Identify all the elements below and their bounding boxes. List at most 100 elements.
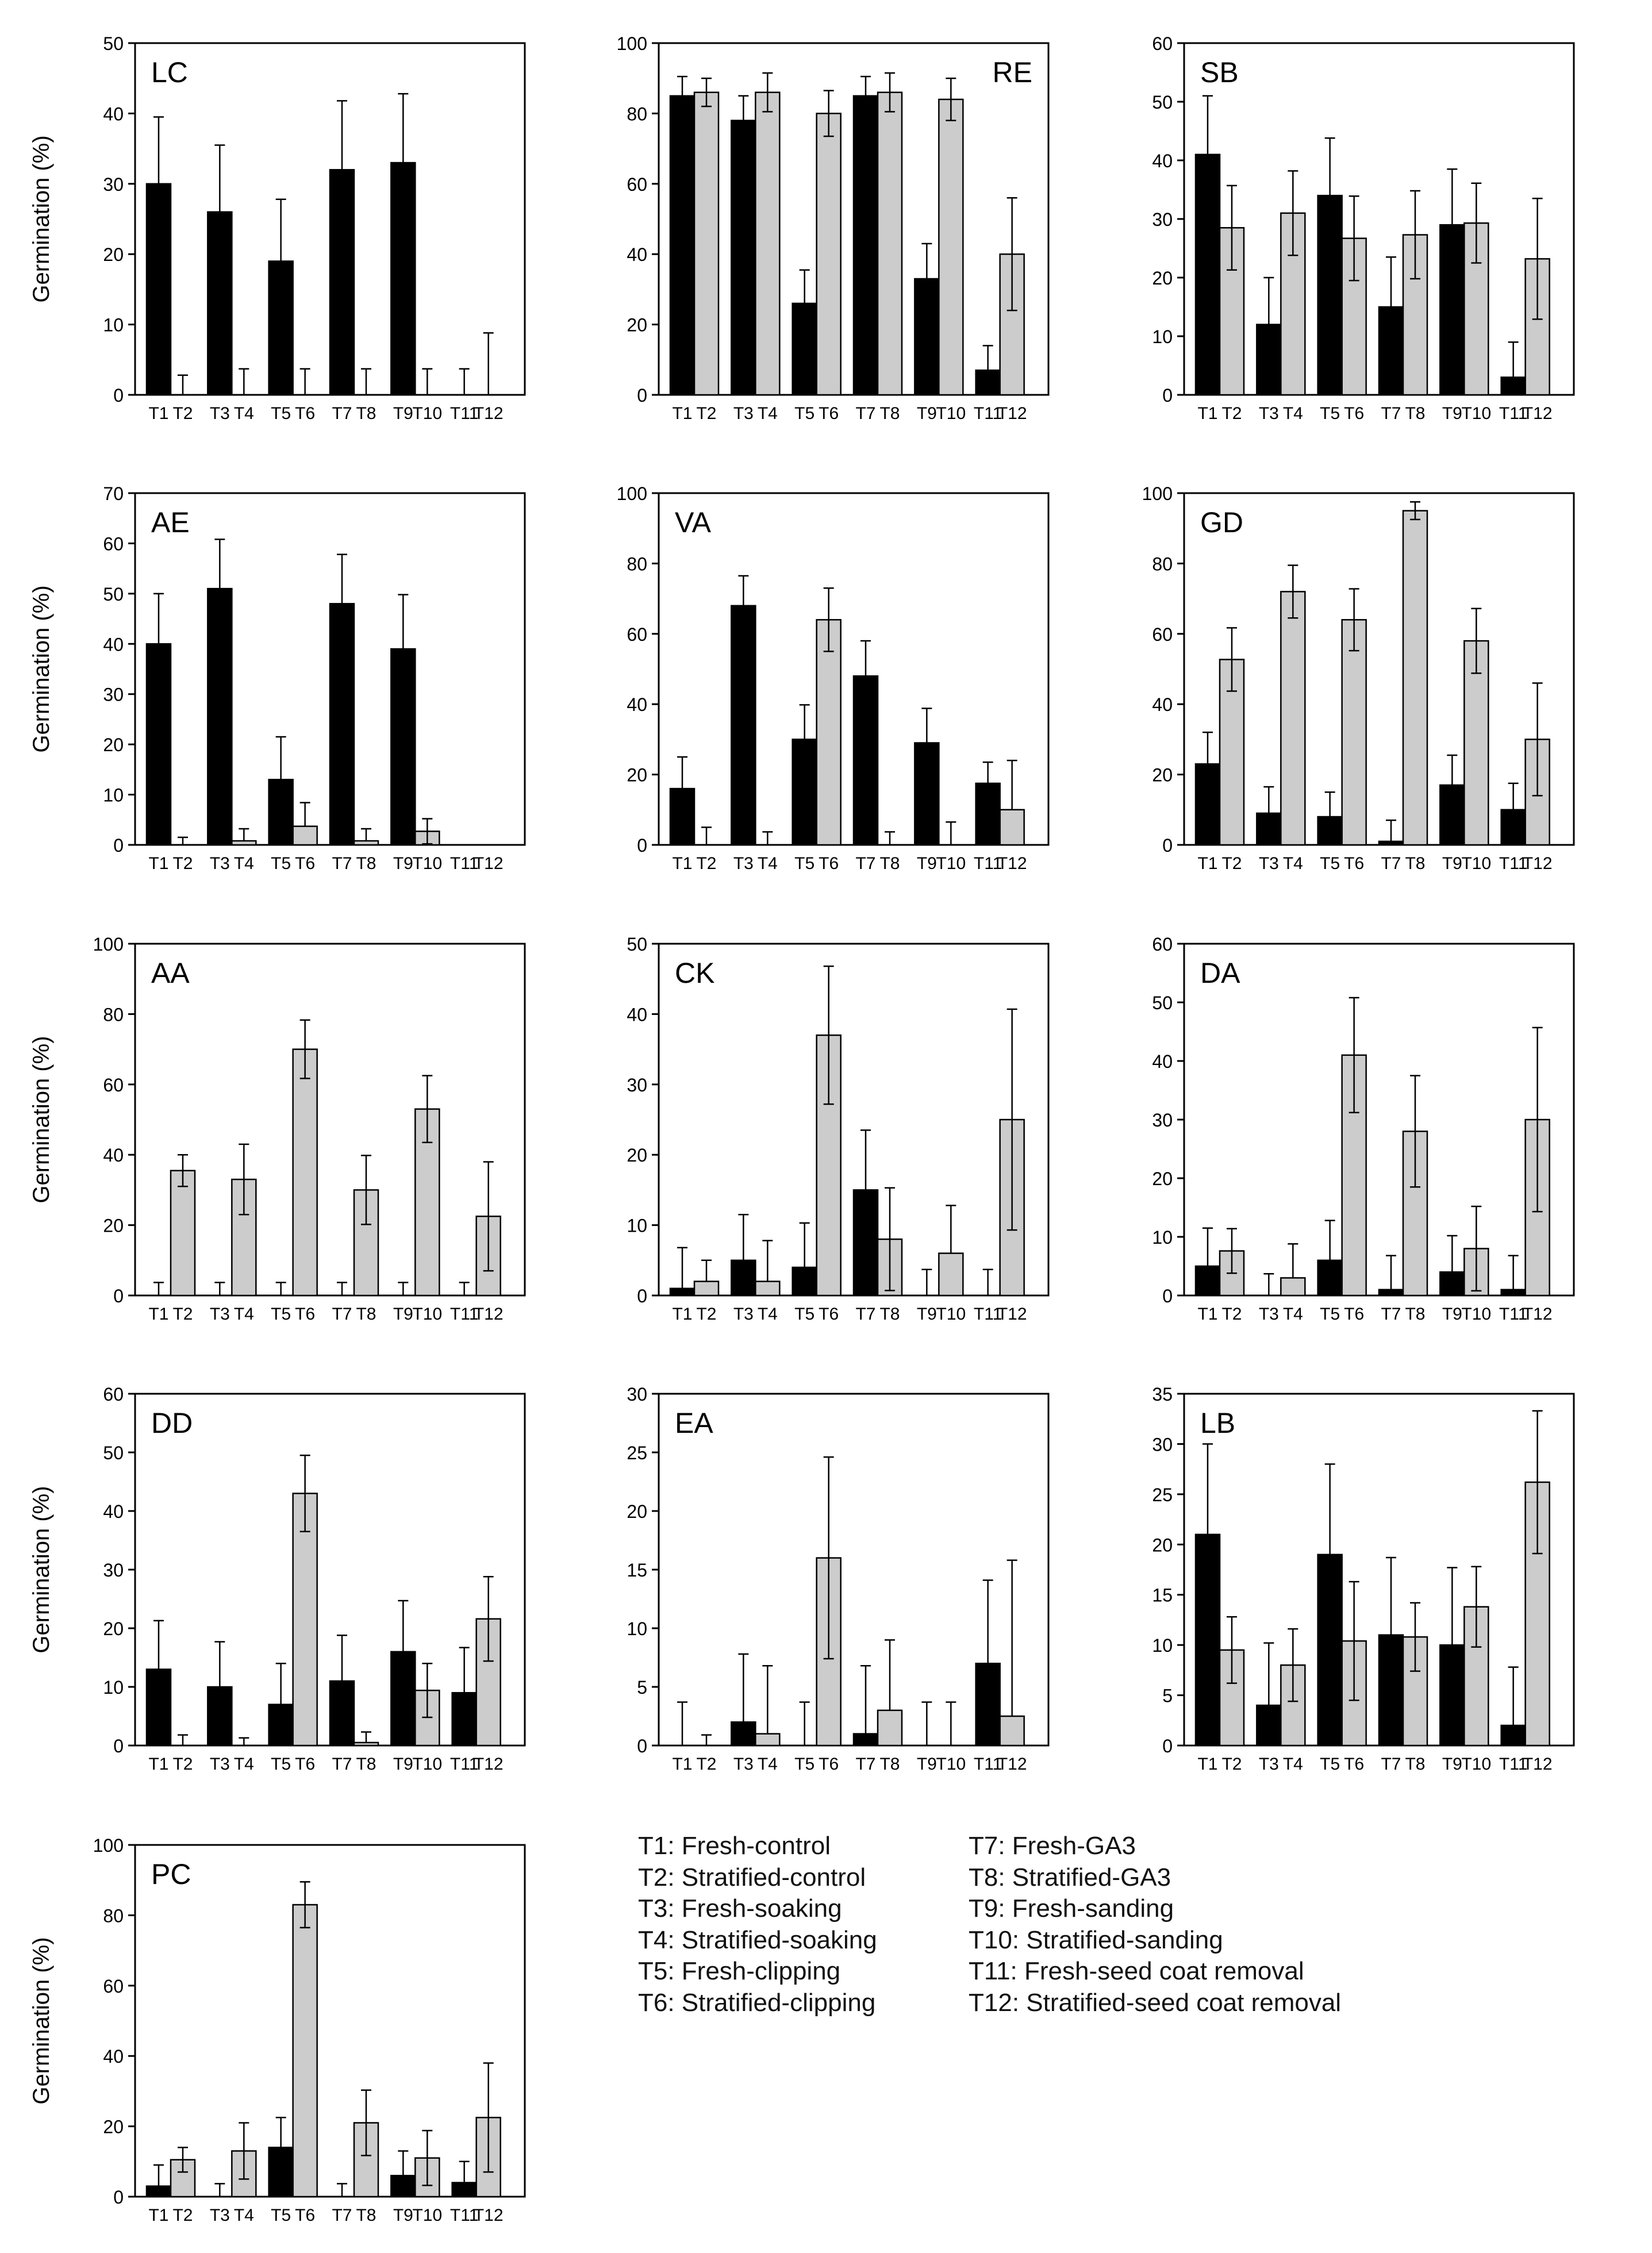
- bar-re-t6: [816, 113, 842, 396]
- bar-ck-t3: [731, 1259, 756, 1297]
- y-tick-label: 0: [1162, 1736, 1173, 1756]
- y-tick-label: 10: [103, 785, 124, 806]
- x-tick-label: T9: [393, 404, 413, 423]
- x-tick-label: T5: [271, 404, 291, 423]
- bar-ae-t9: [390, 648, 416, 846]
- legend-item-t6: T6: Stratified-clipping: [638, 1988, 876, 2017]
- y-tick-label: 100: [1142, 483, 1173, 504]
- x-tick-label: T8: [1405, 854, 1425, 873]
- y-tick-label: 40: [103, 634, 124, 655]
- panel-label-lb: LB: [1200, 1407, 1235, 1439]
- x-tick-label: T9: [1442, 404, 1462, 423]
- x-tick-label: T2: [1221, 1755, 1242, 1774]
- x-tick-label: T4: [234, 1305, 254, 1324]
- x-tick-label: T9: [917, 1755, 937, 1774]
- y-tick-label: 20: [103, 2117, 124, 2137]
- bar-ck-t10: [938, 1252, 964, 1297]
- x-tick-label: T4: [1283, 1305, 1303, 1324]
- x-tick-label: T10: [412, 404, 442, 423]
- panel-label-dd: DD: [151, 1407, 193, 1439]
- y-tick-label: 50: [1152, 92, 1173, 113]
- x-tick-label: T9: [1442, 854, 1462, 873]
- panel-aa: 0 20 40 60 80 100 Germination (%) T1 T2 T3 T4 T5 T6 T…: [29, 934, 526, 1324]
- x-tick-label: T4: [758, 1755, 778, 1774]
- y-tick-label: 30: [103, 174, 124, 195]
- bar-da-t5: [1317, 1259, 1343, 1297]
- x-tick-label: T6: [295, 404, 315, 423]
- x-tick-label: T10: [936, 404, 966, 423]
- bar-gd-t7: [1378, 840, 1404, 846]
- bar-ea-t12: [999, 1715, 1025, 1747]
- legend-item-t7: T7: Fresh-GA3: [969, 1832, 1136, 1860]
- y-tick-label: 40: [103, 2046, 124, 2067]
- y-tick-label: 20: [1152, 765, 1173, 786]
- x-tick-label: T4: [1283, 404, 1303, 423]
- y-tick-label: 20: [103, 735, 124, 755]
- x-tick-label: T8: [879, 854, 900, 873]
- x-tick-label: T1: [1197, 1305, 1217, 1324]
- x-tick-label: T6: [819, 1755, 839, 1774]
- x-tick-label: T10: [936, 1755, 966, 1774]
- x-tick-label: T2: [172, 404, 193, 423]
- x-tick-label: T3: [1259, 1305, 1279, 1324]
- y-tick-label: 30: [1152, 1110, 1173, 1131]
- y-tick-label: 20: [1152, 1535, 1173, 1555]
- y-tick-label: 80: [627, 553, 647, 574]
- x-tick-label: T10: [1461, 404, 1491, 423]
- x-tick-label: T12: [997, 1305, 1027, 1324]
- x-tick-label: T6: [295, 854, 315, 873]
- panel-ae: 0 10 20 30 40 50 60 70 Germination (%) T1 T2 T3 T4 T5…: [29, 483, 526, 873]
- bar-da-t11: [1500, 1289, 1526, 1297]
- x-tick-label: T2: [172, 2206, 193, 2225]
- bar-ea-t7: [852, 1733, 879, 1747]
- x-tick-label: T11: [974, 1305, 1002, 1324]
- x-tick-label: T10: [412, 854, 442, 873]
- x-tick-label: T9: [917, 1305, 937, 1324]
- x-tick-label: T9: [1442, 1755, 1462, 1774]
- y-tick-label: 10: [627, 1618, 647, 1639]
- panel-dd: 0 10 20 30 40 50 60 Germination (%) T1 T2 T3 T4 T5 T6…: [29, 1384, 526, 1774]
- x-tick-label: T6: [1344, 404, 1364, 423]
- x-tick-label: T7: [332, 854, 352, 873]
- legend-item-t5: T5: Fresh-clipping: [638, 1957, 841, 1985]
- y-tick-label: 40: [103, 103, 124, 124]
- bar-ea-t3: [731, 1721, 756, 1747]
- x-tick-label: T7: [332, 404, 352, 423]
- x-tick-label: T10: [412, 1305, 442, 1324]
- bar-sb-t11: [1500, 376, 1526, 396]
- bar-re-t4: [755, 91, 781, 396]
- y-axis-title: Germination (%): [29, 1486, 54, 1653]
- legend-item-t11: T11: Fresh-seed coat removal: [969, 1957, 1304, 1985]
- x-tick-label: T9: [393, 2206, 413, 2225]
- x-tick-label: T11: [974, 854, 1002, 873]
- bar-pc-t9: [390, 2175, 416, 2198]
- y-tick-label: 10: [1152, 1227, 1173, 1248]
- bar-da-t4: [1280, 1277, 1306, 1297]
- panel-label-pc: PC: [151, 1858, 191, 1890]
- y-tick-label: 40: [1152, 151, 1173, 171]
- bar-re-t11: [975, 369, 1001, 396]
- x-tick-label: T3: [210, 1755, 230, 1774]
- x-tick-label: T7: [332, 2206, 352, 2225]
- x-tick-label: T1: [148, 854, 168, 873]
- y-tick-label: 100: [93, 1835, 124, 1856]
- panel-label-ae: AE: [151, 506, 190, 539]
- x-tick-label: T12: [474, 1305, 504, 1324]
- legend-item-t4: T4: Stratified-soaking: [638, 1925, 877, 1954]
- x-tick-label: T3: [733, 1305, 754, 1324]
- y-tick-label: 10: [103, 1677, 124, 1698]
- x-tick-label: T2: [1221, 404, 1242, 423]
- y-tick-label: 80: [103, 1905, 124, 1926]
- x-tick-label: T9: [917, 404, 937, 423]
- y-tick-label: 20: [103, 1216, 124, 1236]
- bar-re-t3: [731, 120, 756, 396]
- x-tick-label: T12: [474, 404, 504, 423]
- x-tick-label: T8: [356, 404, 376, 423]
- y-tick-label: 60: [103, 1384, 124, 1405]
- y-tick-label: 0: [113, 835, 124, 856]
- bar-re-t8: [877, 91, 903, 396]
